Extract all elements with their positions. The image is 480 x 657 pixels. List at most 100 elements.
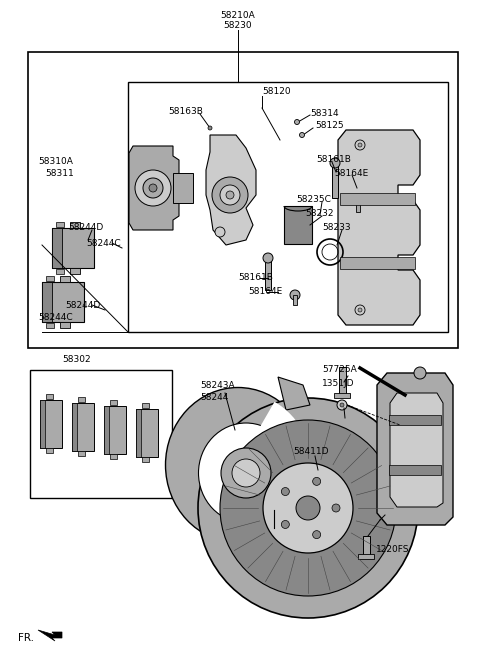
Circle shape [263, 253, 273, 263]
Text: 58161B: 58161B [238, 273, 273, 283]
Circle shape [312, 478, 321, 486]
Bar [56, 222, 64, 227]
Circle shape [337, 400, 347, 410]
Bar [46, 448, 53, 453]
Circle shape [295, 120, 300, 124]
Polygon shape [278, 377, 310, 410]
Bar [60, 276, 70, 282]
Bar [334, 393, 350, 398]
Bar [293, 295, 297, 305]
Text: 58310A: 58310A [38, 158, 73, 166]
Bar [363, 536, 370, 556]
Bar [72, 403, 77, 451]
Bar [72, 403, 94, 451]
Circle shape [353, 195, 363, 205]
Circle shape [281, 487, 289, 495]
Bar [339, 367, 346, 395]
Text: 58411D: 58411D [293, 447, 328, 457]
Bar [42, 282, 52, 322]
Text: 58164E: 58164E [334, 168, 368, 177]
Bar [60, 322, 70, 328]
Circle shape [358, 308, 362, 312]
Bar [142, 457, 149, 462]
Bar [42, 282, 84, 322]
Text: 58233: 58233 [322, 223, 350, 233]
Text: 58244D: 58244D [65, 300, 100, 309]
Circle shape [355, 140, 365, 150]
Bar [265, 258, 271, 290]
Bar [52, 228, 62, 268]
Bar [358, 554, 374, 559]
Circle shape [312, 531, 321, 539]
Bar [142, 403, 149, 408]
Wedge shape [238, 402, 311, 478]
Text: 58243A: 58243A [200, 380, 235, 390]
Bar [46, 323, 54, 328]
Circle shape [296, 496, 320, 520]
Text: 1351JD: 1351JD [322, 378, 355, 388]
Circle shape [208, 126, 212, 130]
Bar [136, 409, 158, 457]
Circle shape [355, 305, 365, 315]
Polygon shape [206, 135, 256, 245]
Text: 58244: 58244 [200, 392, 228, 401]
Bar [46, 394, 53, 399]
Text: 58244D: 58244D [68, 223, 103, 233]
Polygon shape [390, 393, 443, 507]
Polygon shape [38, 630, 62, 641]
Circle shape [143, 178, 163, 198]
Circle shape [330, 158, 340, 168]
Circle shape [221, 448, 271, 498]
Circle shape [220, 185, 240, 205]
Text: 58302: 58302 [62, 355, 91, 365]
Bar [78, 397, 85, 402]
Circle shape [135, 170, 171, 206]
Bar [340, 193, 415, 205]
Text: 58163B: 58163B [168, 108, 203, 116]
Bar [389, 465, 441, 475]
Ellipse shape [199, 423, 293, 523]
Text: 58210A: 58210A [221, 11, 255, 20]
Bar [104, 406, 109, 454]
Circle shape [300, 133, 304, 137]
Circle shape [220, 420, 396, 596]
Text: 58311: 58311 [45, 170, 74, 179]
Bar [340, 257, 415, 269]
Text: 57725A: 57725A [322, 365, 357, 374]
Text: 58232: 58232 [305, 210, 334, 219]
Bar [52, 228, 94, 268]
Ellipse shape [166, 388, 311, 543]
Circle shape [340, 403, 344, 407]
Bar [104, 406, 126, 454]
Circle shape [263, 463, 353, 553]
Text: 1220FS: 1220FS [376, 545, 409, 555]
Bar [56, 269, 64, 274]
Bar [70, 268, 80, 274]
Polygon shape [129, 146, 179, 230]
Text: 58244C: 58244C [86, 238, 120, 248]
Bar [389, 415, 441, 425]
Bar [356, 200, 360, 212]
Circle shape [358, 143, 362, 147]
Text: 58230: 58230 [224, 22, 252, 30]
Circle shape [226, 191, 234, 199]
Bar [40, 400, 62, 448]
Circle shape [212, 177, 248, 213]
Text: 58244C: 58244C [38, 313, 72, 323]
Circle shape [414, 367, 426, 379]
Text: 58164E: 58164E [248, 288, 282, 296]
Circle shape [332, 504, 340, 512]
Circle shape [232, 459, 260, 487]
Text: 58120: 58120 [262, 87, 290, 97]
Circle shape [290, 290, 300, 300]
Bar [173, 173, 193, 203]
Bar [110, 454, 117, 459]
Circle shape [281, 520, 289, 528]
Text: 58235C: 58235C [296, 196, 331, 204]
Text: 58161B: 58161B [316, 156, 351, 164]
Bar [136, 409, 141, 457]
Text: FR.: FR. [18, 633, 34, 643]
Circle shape [215, 227, 225, 237]
Bar [78, 451, 85, 456]
Bar [40, 400, 45, 448]
